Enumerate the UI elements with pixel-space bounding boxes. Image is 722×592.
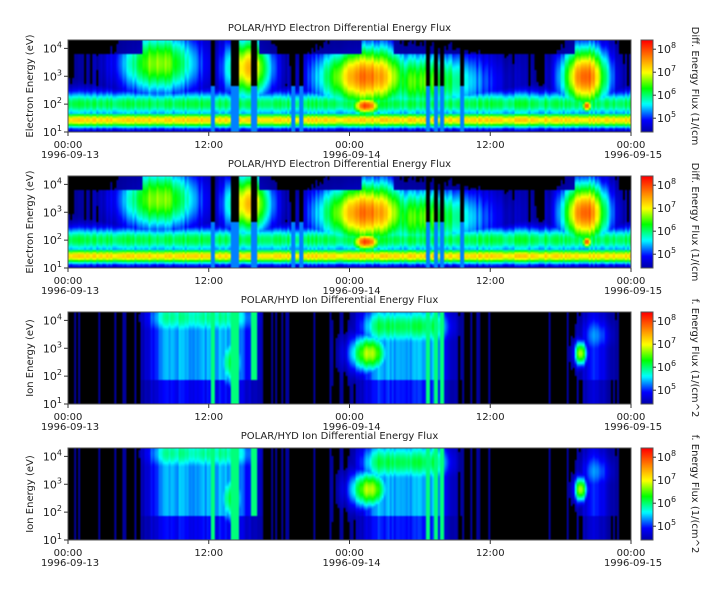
x-tick-time: 12:00 [476, 548, 505, 559]
x-tick-date: 1996-09-13 [41, 286, 99, 297]
spectrogram-image [68, 312, 631, 404]
x-tick-date: 1996-09-13 [41, 150, 99, 161]
spectrogram-panel-2: POLAR/HYD Electron Differential Energy F… [25, 159, 700, 297]
x-tick-time: 00:00 [335, 276, 364, 287]
x-tick-time: 00:00 [54, 276, 83, 287]
x-tick-time: 00:00 [617, 548, 646, 559]
spectrogram-image [68, 40, 631, 132]
y-tick-label: 101 [43, 124, 62, 139]
y-tick-label: 104 [43, 40, 62, 55]
y-tick-label: 104 [43, 312, 62, 327]
y-tick-label: 101 [43, 532, 62, 547]
y-axis-label: Electron Energy (eV) [25, 170, 36, 273]
spectrogram-panel-4: POLAR/HYD Ion Differential Energy Flux 10… [25, 431, 700, 569]
spectrogram-panel-1: POLAR/HYD Electron Differential Energy F… [25, 23, 700, 161]
colorbar-tick-label: 105 [657, 382, 676, 397]
y-tick-label: 102 [43, 232, 62, 247]
x-tick-time: 00:00 [335, 548, 364, 559]
y-tick-label: 102 [43, 96, 62, 111]
y-tick-label: 103 [43, 340, 62, 355]
colorbar [641, 448, 653, 540]
y-tick-label: 102 [43, 368, 62, 383]
colorbar-tick-label: 105 [657, 518, 676, 533]
x-tick-time: 12:00 [476, 276, 505, 287]
x-tick-time: 00:00 [54, 140, 83, 151]
colorbar-label: f. Energy Flux (1/(cm^2 [689, 299, 700, 418]
colorbar [641, 176, 653, 268]
y-tick-label: 103 [43, 68, 62, 83]
y-axis-label: Electron Energy (eV) [25, 34, 36, 137]
colorbar [641, 312, 653, 404]
spectrogram-image [68, 448, 631, 540]
colorbar-tick-label: 107 [657, 64, 676, 79]
colorbar-tick-label: 106 [657, 87, 676, 102]
x-tick-time: 00:00 [617, 276, 646, 287]
y-axis-label: Ion Energy (eV) [25, 455, 36, 533]
x-tick-date: 1996-09-14 [322, 422, 380, 433]
y-axis-label: Ion Energy (eV) [25, 319, 36, 397]
x-tick-time: 12:00 [194, 412, 223, 423]
x-tick-time: 00:00 [617, 140, 646, 151]
colorbar-tick-label: 108 [657, 41, 676, 56]
x-tick-time: 00:00 [54, 548, 83, 559]
y-tick-label: 104 [43, 448, 62, 463]
colorbar-frame [640, 175, 654, 269]
x-tick-date: 1996-09-15 [604, 422, 662, 433]
colorbar-frame [640, 311, 654, 405]
colorbar-label: f. Energy Flux (1/(cm^2 [689, 435, 700, 554]
y-tick-label: 101 [43, 260, 62, 275]
colorbar-tick-label: 107 [657, 200, 676, 215]
x-tick-date: 1996-09-15 [604, 286, 662, 297]
colorbar [641, 40, 653, 132]
colorbar-tick-label: 107 [657, 472, 676, 487]
colorbar-frame [640, 447, 654, 541]
colorbar-label: Diff. Energy Flux (1/(cm [689, 27, 700, 146]
x-tick-date: 1996-09-15 [604, 150, 662, 161]
colorbar-tick-label: 105 [657, 110, 676, 125]
panel-title: POLAR/HYD Ion Differential Energy Flux [241, 431, 439, 442]
x-tick-time: 00:00 [617, 412, 646, 423]
colorbar-label: Diff. Energy Flux (1/(cm [689, 163, 700, 282]
colorbar-tick-label: 108 [657, 177, 676, 192]
x-tick-date: 1996-09-14 [322, 286, 380, 297]
spectrogram-image [68, 176, 631, 268]
x-tick-time: 12:00 [194, 548, 223, 559]
x-tick-date: 1996-09-14 [322, 150, 380, 161]
spectrogram-panel-3: POLAR/HYD Ion Differential Energy Flux 10… [25, 295, 700, 433]
x-tick-time: 00:00 [335, 140, 364, 151]
y-tick-label: 104 [43, 176, 62, 191]
colorbar-tick-label: 108 [657, 313, 676, 328]
x-tick-date: 1996-09-13 [41, 422, 99, 433]
colorbar-tick-label: 105 [657, 246, 676, 261]
panel-title: POLAR/HYD Ion Differential Energy Flux [241, 295, 439, 306]
colorbar-frame [640, 39, 654, 133]
x-tick-date: 1996-09-13 [41, 558, 99, 569]
panel-title: POLAR/HYD Electron Differential Energy F… [228, 23, 451, 34]
colorbar-tick-label: 106 [657, 359, 676, 374]
x-tick-time: 12:00 [194, 276, 223, 287]
x-tick-date: 1996-09-15 [604, 558, 662, 569]
y-tick-label: 103 [43, 476, 62, 491]
y-tick-label: 102 [43, 504, 62, 519]
x-tick-time: 12:00 [476, 412, 505, 423]
x-tick-date: 1996-09-14 [322, 558, 380, 569]
colorbar-tick-label: 107 [657, 336, 676, 351]
x-tick-time: 12:00 [194, 140, 223, 151]
y-tick-label: 103 [43, 204, 62, 219]
x-tick-time: 12:00 [476, 140, 505, 151]
x-tick-time: 00:00 [335, 412, 364, 423]
colorbar-tick-label: 108 [657, 449, 676, 464]
colorbar-tick-label: 106 [657, 495, 676, 510]
colorbar-tick-label: 106 [657, 223, 676, 238]
y-tick-label: 101 [43, 396, 62, 411]
panel-title: POLAR/HYD Electron Differential Energy F… [228, 159, 451, 170]
x-tick-time: 00:00 [54, 412, 83, 423]
